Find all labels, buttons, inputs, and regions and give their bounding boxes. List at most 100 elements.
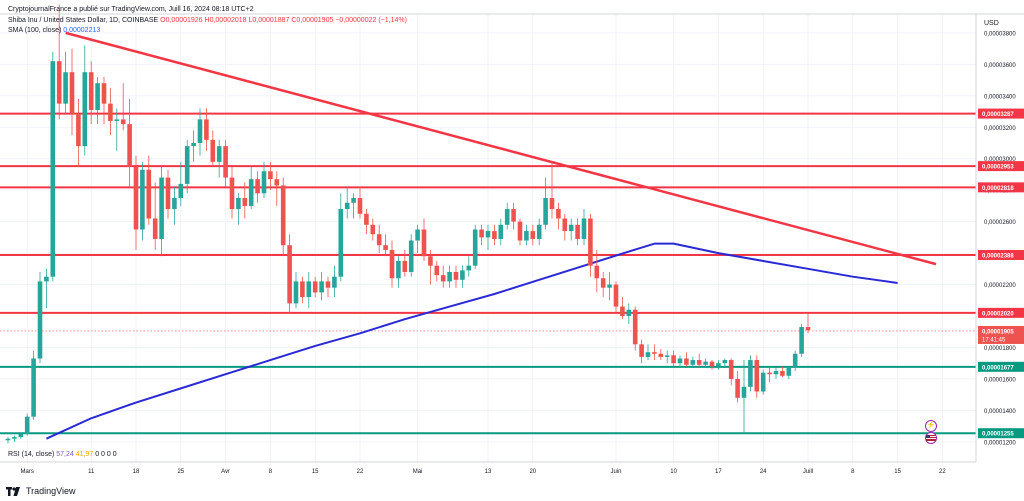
flag-icon[interactable]: [922, 432, 940, 444]
candle-body: [12, 437, 17, 439]
candle-body: [95, 83, 100, 110]
candle-body: [786, 367, 792, 376]
resistance-tag-label: 0,00002388: [982, 253, 1014, 259]
candle-body: [82, 72, 88, 147]
published-text: CryptojournalFrance a publié sur Trading…: [8, 6, 254, 13]
x-tick-label: 11: [88, 469, 95, 475]
candle-body: [280, 185, 286, 246]
candle-body: [120, 119, 126, 125]
sma-line: [45, 242, 898, 440]
candle-body: [735, 378, 740, 398]
candle-body: [504, 209, 510, 225]
candle-body: [408, 240, 414, 272]
candle-body: [652, 352, 657, 354]
candle-body: [287, 245, 292, 304]
bolt-icon[interactable]: ⚡: [925, 420, 937, 432]
y-tick-label: 0,00001200: [984, 440, 1016, 446]
x-tick-label: 18: [133, 469, 140, 475]
candle-body: [133, 166, 139, 230]
candle-body: [37, 281, 43, 359]
resistance-tag-label: 0,00003287: [982, 112, 1014, 118]
candle-body: [63, 72, 68, 104]
candle-body: [658, 353, 664, 357]
candle-body: [556, 209, 561, 219]
published-line: CryptojournalFrance a publié sur Trading…: [8, 6, 254, 13]
currency-label[interactable]: USD: [984, 20, 999, 27]
y-tick-label: 0,00003000: [984, 157, 1016, 163]
symbol-line: Shiba Inu / United States Dollar, 1D, CO…: [8, 17, 407, 24]
footer: TradingView: [6, 486, 76, 496]
resistance-tag-bg: [978, 182, 1024, 193]
resistance-tag-bg: [978, 249, 1024, 260]
horizontal-levels: [0, 112, 976, 435]
candle-body: [383, 245, 388, 250]
candle-body: [152, 218, 158, 239]
candle-body: [581, 218, 587, 239]
candle-body: [479, 229, 484, 238]
resistance-tag-bg: [978, 161, 1024, 172]
x-tick-label: Juin: [610, 469, 621, 475]
candle-body: [364, 213, 369, 225]
x-tick-label: 22: [357, 469, 364, 475]
candle-body: [325, 281, 331, 288]
candle-body: [524, 231, 529, 241]
candle-body: [396, 260, 401, 279]
candle-body: [319, 281, 324, 293]
candle-body: [722, 360, 728, 364]
x-tick-label: 10: [670, 469, 677, 475]
x-tick-label: Avr: [221, 469, 230, 475]
resistance-tag-bg: [978, 108, 1024, 119]
candle-body: [69, 72, 75, 115]
candle-body: [402, 260, 408, 272]
candle-body: [671, 355, 676, 364]
y-tick-label: 0,00001400: [984, 409, 1016, 415]
candle-body: [472, 229, 478, 266]
candle-body: [293, 281, 299, 304]
tradingview-logo-icon: [6, 486, 22, 496]
y-tick-label: 0,00003200: [984, 126, 1016, 132]
y-tick-label: 0,00003600: [984, 63, 1016, 69]
x-tick-label: 25: [177, 469, 184, 475]
candle-body: [216, 146, 222, 162]
candle-body: [274, 179, 280, 186]
candle-body: [76, 114, 81, 147]
y-tick-label: 0,00002600: [984, 220, 1016, 226]
candle-body: [376, 234, 382, 246]
candle-body: [434, 265, 440, 276]
candle-body: [300, 281, 305, 298]
candle-body: [421, 229, 427, 257]
candle-body: [191, 142, 196, 147]
candle-body: [760, 372, 766, 392]
sma-value: 0,00002213: [63, 27, 101, 34]
candle-body: [236, 198, 241, 210]
candle-body: [588, 218, 593, 266]
candle-body: [50, 61, 56, 277]
axes: 0,00003800 0,00003600 0,00003400 0,00003200…: [0, 13, 1024, 475]
candle-body: [165, 177, 171, 210]
rsi-label: RSI (14, close): [8, 451, 55, 458]
candle-body: [767, 372, 772, 375]
candle-body: [498, 224, 504, 239]
x-tick-label: 13: [485, 469, 492, 475]
candle-body: [626, 309, 632, 317]
resistance-tag-bg: [978, 307, 1024, 318]
candle-body: [370, 224, 376, 235]
candle-body: [101, 83, 107, 104]
support-tag-label: 0,00001255: [982, 432, 1014, 438]
rsi-value-2: 41,97: [75, 451, 94, 458]
candle-body: [306, 281, 312, 298]
candle-body: [172, 198, 177, 210]
candle-body: [178, 183, 184, 199]
candle-body: [338, 209, 344, 277]
sma-legend[interactable]: SMA (100, close) 0,00002213: [8, 27, 100, 34]
price-tags: 0,00003287 0,00002953 0,00002818 0,00002388…: [978, 108, 1024, 439]
candle-body: [440, 275, 446, 282]
candle-body: [517, 221, 523, 241]
rsi-legend[interactable]: RSI (14, close) 57,24 41,97 0 0 0 0: [8, 451, 117, 458]
rsi-value-rest: 0 0 0 0: [95, 451, 117, 458]
symbol-text: Shiba Inu / United States Dollar, 1D, CO…: [8, 17, 159, 24]
candle-body: [184, 146, 190, 184]
candle-body: [332, 276, 337, 288]
candle-body: [799, 327, 804, 354]
